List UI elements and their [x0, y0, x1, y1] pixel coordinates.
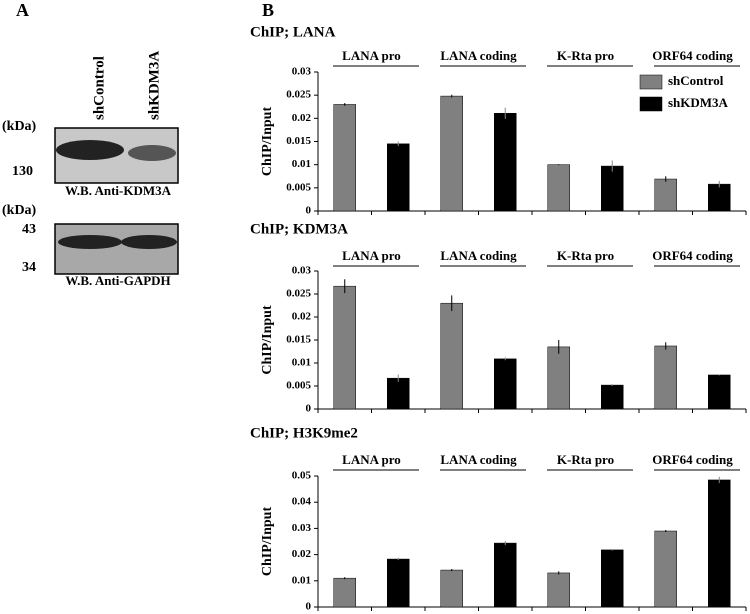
bar	[387, 377, 410, 410]
bar	[654, 530, 677, 608]
panel-label: A	[16, 0, 29, 20]
kda-label: (kDa)	[2, 119, 37, 134]
marker-label: 34	[22, 260, 36, 275]
chart-title: ChIP; H3K9me2	[250, 425, 358, 441]
lane-label: shControl	[91, 56, 107, 120]
y-axis-label: ChIP/Input	[260, 305, 275, 375]
bar	[333, 285, 356, 410]
category-label: ORF64 coding	[652, 248, 733, 263]
y-tick-label: 0.01	[292, 158, 311, 170]
category-label: LANA pro	[342, 48, 401, 63]
y-tick-label: 0.025	[286, 89, 311, 101]
bar	[387, 558, 410, 608]
bar	[440, 95, 463, 212]
category-label: ORF64 coding	[652, 48, 733, 63]
y-tick-label: 0.05	[292, 470, 312, 482]
bar	[494, 112, 517, 212]
y-tick-label: 0	[306, 601, 312, 613]
bar	[601, 384, 624, 410]
bar	[601, 165, 624, 212]
y-axis-label: ChIP/Input	[260, 107, 275, 177]
category-label: LANA pro	[342, 248, 401, 263]
y-tick-label: 0.03	[292, 522, 312, 534]
bar	[440, 569, 463, 608]
blot-kdm3a	[54, 127, 179, 184]
legend-swatch	[639, 96, 663, 112]
legend-label: shKDM3A	[668, 95, 729, 110]
legend-swatch	[639, 74, 663, 90]
category-label: K-Rta pro	[557, 48, 614, 63]
category-label: K-Rta pro	[557, 452, 614, 467]
y-tick-label: 0.04	[292, 496, 312, 508]
blot-caption: W.B. Anti-KDM3A	[65, 183, 172, 198]
y-tick-label: 0.015	[286, 135, 311, 147]
y-tick-label: 0.03	[292, 66, 312, 78]
panel-label: B	[262, 0, 274, 20]
y-tick-label: 0.015	[286, 334, 311, 346]
category-label: LANA pro	[342, 452, 401, 467]
bar	[387, 143, 410, 212]
y-tick-label: 0.02	[292, 311, 312, 323]
bar	[708, 479, 731, 608]
category-label: ORF64 coding	[652, 452, 733, 467]
y-tick-label: 0	[306, 403, 312, 415]
y-tick-label: 0.01	[292, 574, 311, 586]
bar	[440, 302, 463, 410]
y-axis-label: ChIP/Input	[260, 507, 275, 577]
y-tick-label: 0.02	[292, 548, 312, 560]
category-label: K-Rta pro	[557, 248, 614, 263]
chart-title: ChIP; LANA	[250, 24, 336, 40]
marker-label: 43	[22, 222, 36, 237]
y-tick-label: 0.01	[292, 357, 311, 369]
blot-caption: W.B. Anti-GAPDH	[65, 273, 170, 288]
legend-label: shControl	[668, 73, 724, 88]
bar	[654, 178, 677, 212]
bar	[547, 346, 570, 410]
y-tick-label: 0.03	[292, 265, 312, 277]
y-tick-label: 0.02	[292, 112, 312, 124]
lane-label: shKDM3A	[146, 51, 162, 120]
marker-label: 130	[12, 164, 33, 179]
bar	[601, 549, 624, 608]
bar	[494, 542, 517, 608]
y-tick-label: 0.005	[286, 181, 311, 193]
category-label: LANA coding	[440, 248, 517, 263]
y-tick-label: 0	[306, 205, 312, 217]
category-label: LANA coding	[440, 452, 517, 467]
y-tick-label: 0.025	[286, 288, 311, 300]
blot-gapdh	[54, 223, 179, 275]
bar	[547, 164, 570, 212]
bar	[333, 104, 356, 212]
kda-label: (kDa)	[2, 203, 37, 218]
bar	[547, 572, 570, 608]
bar	[708, 374, 731, 410]
category-label: LANA coding	[440, 48, 517, 63]
chart-title: ChIP; KDM3A	[250, 221, 348, 237]
bar	[333, 577, 356, 608]
bar	[654, 345, 677, 410]
bar	[708, 183, 731, 212]
y-tick-label: 0.005	[286, 380, 311, 392]
bar	[494, 358, 517, 410]
